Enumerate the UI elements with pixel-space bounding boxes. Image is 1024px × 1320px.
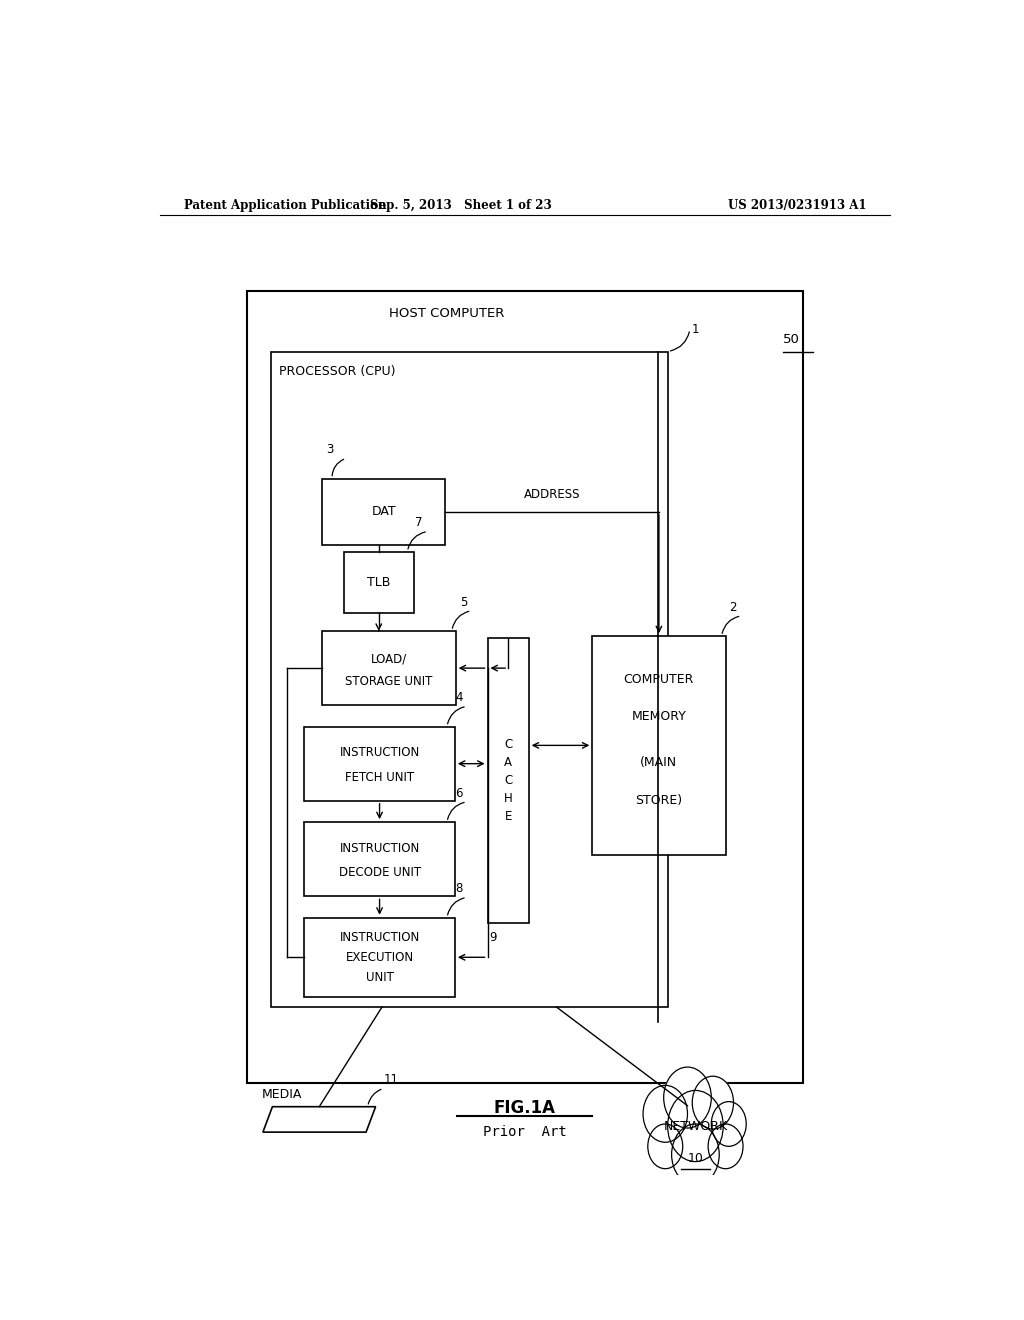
Text: LOAD/: LOAD/: [371, 652, 408, 665]
Bar: [592, 636, 726, 854]
Bar: [487, 638, 528, 923]
Bar: [247, 290, 803, 1084]
Circle shape: [712, 1102, 746, 1146]
Circle shape: [643, 1085, 687, 1142]
Text: TLB: TLB: [367, 576, 390, 589]
Text: FETCH UNIT: FETCH UNIT: [345, 771, 414, 784]
Text: DAT: DAT: [372, 506, 396, 517]
Text: 2: 2: [729, 601, 737, 614]
Text: 50: 50: [782, 333, 800, 346]
Text: STORE): STORE): [635, 793, 682, 807]
Text: US 2013/0231913 A1: US 2013/0231913 A1: [727, 198, 866, 211]
Bar: [304, 822, 455, 896]
Bar: [304, 917, 455, 997]
Text: 11: 11: [384, 1073, 398, 1086]
Text: COMPUTER: COMPUTER: [624, 673, 694, 686]
Text: FIG.1A: FIG.1A: [494, 1098, 556, 1117]
Bar: [304, 726, 455, 801]
Text: 8: 8: [455, 882, 463, 895]
Text: 7: 7: [416, 516, 423, 529]
Text: UNIT: UNIT: [366, 972, 393, 985]
Text: Sep. 5, 2013   Sheet 1 of 23: Sep. 5, 2013 Sheet 1 of 23: [371, 198, 552, 211]
Text: DECODE UNIT: DECODE UNIT: [339, 866, 421, 879]
Text: 9: 9: [489, 931, 497, 944]
Text: PROCESSOR (CPU): PROCESSOR (CPU): [279, 366, 395, 379]
Text: INSTRUCTION: INSTRUCTION: [339, 842, 420, 854]
Text: STORAGE UNIT: STORAGE UNIT: [345, 675, 433, 688]
Text: 10: 10: [687, 1152, 703, 1166]
Circle shape: [672, 1125, 719, 1185]
Text: ADDRESS: ADDRESS: [523, 488, 580, 502]
Text: (MAIN: (MAIN: [640, 756, 678, 770]
Bar: [323, 631, 456, 705]
Bar: [344, 552, 414, 612]
Bar: [323, 479, 445, 545]
Circle shape: [692, 1076, 733, 1129]
Text: 4: 4: [455, 692, 463, 704]
Text: 6: 6: [455, 787, 463, 800]
Circle shape: [648, 1125, 683, 1168]
Bar: [270, 351, 668, 1007]
Text: 5: 5: [460, 595, 467, 609]
Text: Prior  Art: Prior Art: [483, 1125, 566, 1139]
Circle shape: [709, 1125, 743, 1168]
Text: INSTRUCTION: INSTRUCTION: [339, 931, 420, 944]
Polygon shape: [263, 1106, 376, 1133]
Text: Patent Application Publication: Patent Application Publication: [183, 198, 386, 211]
Text: C
A
C
H
E: C A C H E: [504, 738, 512, 822]
Text: 1: 1: [691, 322, 699, 335]
Circle shape: [664, 1067, 712, 1129]
Circle shape: [668, 1090, 723, 1162]
Text: INSTRUCTION: INSTRUCTION: [339, 746, 420, 759]
Text: EXECUTION: EXECUTION: [345, 950, 414, 964]
Text: NETWORK: NETWORK: [664, 1119, 727, 1133]
Text: MEDIA: MEDIA: [261, 1088, 302, 1101]
Text: MEMORY: MEMORY: [632, 710, 686, 723]
Text: HOST COMPUTER: HOST COMPUTER: [389, 308, 505, 321]
Text: 3: 3: [327, 444, 334, 457]
